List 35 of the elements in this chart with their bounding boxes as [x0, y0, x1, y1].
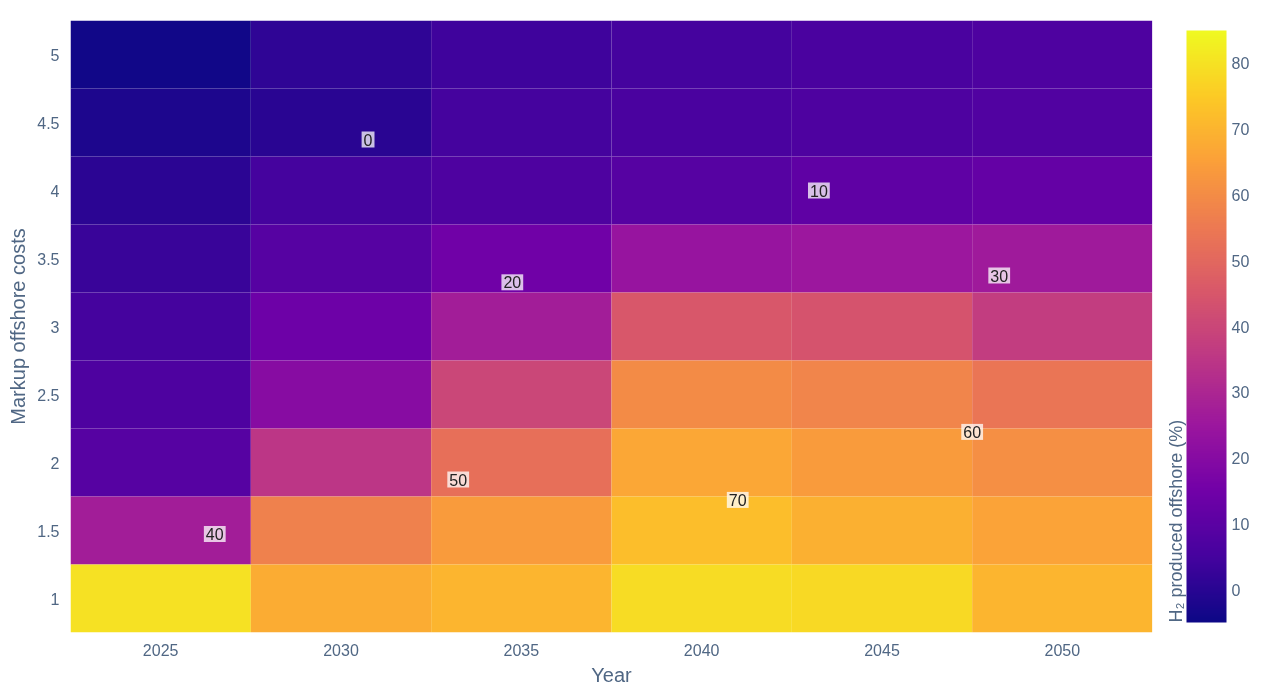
- color-bar-label: 80: [1231, 55, 1250, 73]
- y-tick-label: 2: [50, 454, 60, 472]
- y-tick-label: 5: [50, 46, 60, 64]
- y-tick-label: 4: [50, 182, 60, 200]
- annotation: 0: [363, 131, 373, 149]
- y-tick-label: 1.5: [37, 522, 60, 540]
- color-bar-label: 10: [1231, 515, 1250, 533]
- x-tick-label: 2035: [503, 641, 540, 659]
- annotation: 40: [205, 525, 224, 543]
- x-tick-label: 2030: [323, 641, 359, 659]
- y-tick-label: 3: [50, 318, 60, 336]
- annotation: 70: [728, 491, 747, 509]
- color-bar-title: H₂ produced offshore (%): [1165, 419, 1186, 623]
- x-tick-label: 2045: [864, 641, 900, 659]
- y-tick-label: 3.5: [37, 250, 60, 268]
- color-bar-label: 60: [1231, 186, 1250, 204]
- x-tick-label: 2040: [683, 641, 720, 659]
- color-bar-label: 70: [1231, 121, 1250, 139]
- x-tick-label: 2050: [1044, 641, 1081, 659]
- x-tick-label: 2025: [142, 641, 179, 659]
- annotation: 50: [449, 471, 468, 489]
- annotation: 60: [963, 423, 982, 441]
- x-axis-title: Year: [591, 663, 633, 686]
- y-tick-label: 1: [50, 590, 60, 608]
- y-tick-label: 2.5: [37, 386, 60, 404]
- color-bar-label: 30: [1231, 384, 1250, 402]
- annotation: 20: [503, 274, 522, 292]
- annotation: 10: [809, 182, 828, 200]
- color-bar-label: 40: [1231, 318, 1250, 336]
- annotation: 30: [990, 267, 1009, 285]
- color-bar-label: 0: [1231, 581, 1241, 599]
- color-bar-label: 20: [1231, 450, 1250, 468]
- y-axis-title: Markup offshore costs: [7, 228, 30, 425]
- color-bar-label: 50: [1231, 252, 1250, 270]
- y-tick-label: 4.5: [37, 114, 60, 132]
